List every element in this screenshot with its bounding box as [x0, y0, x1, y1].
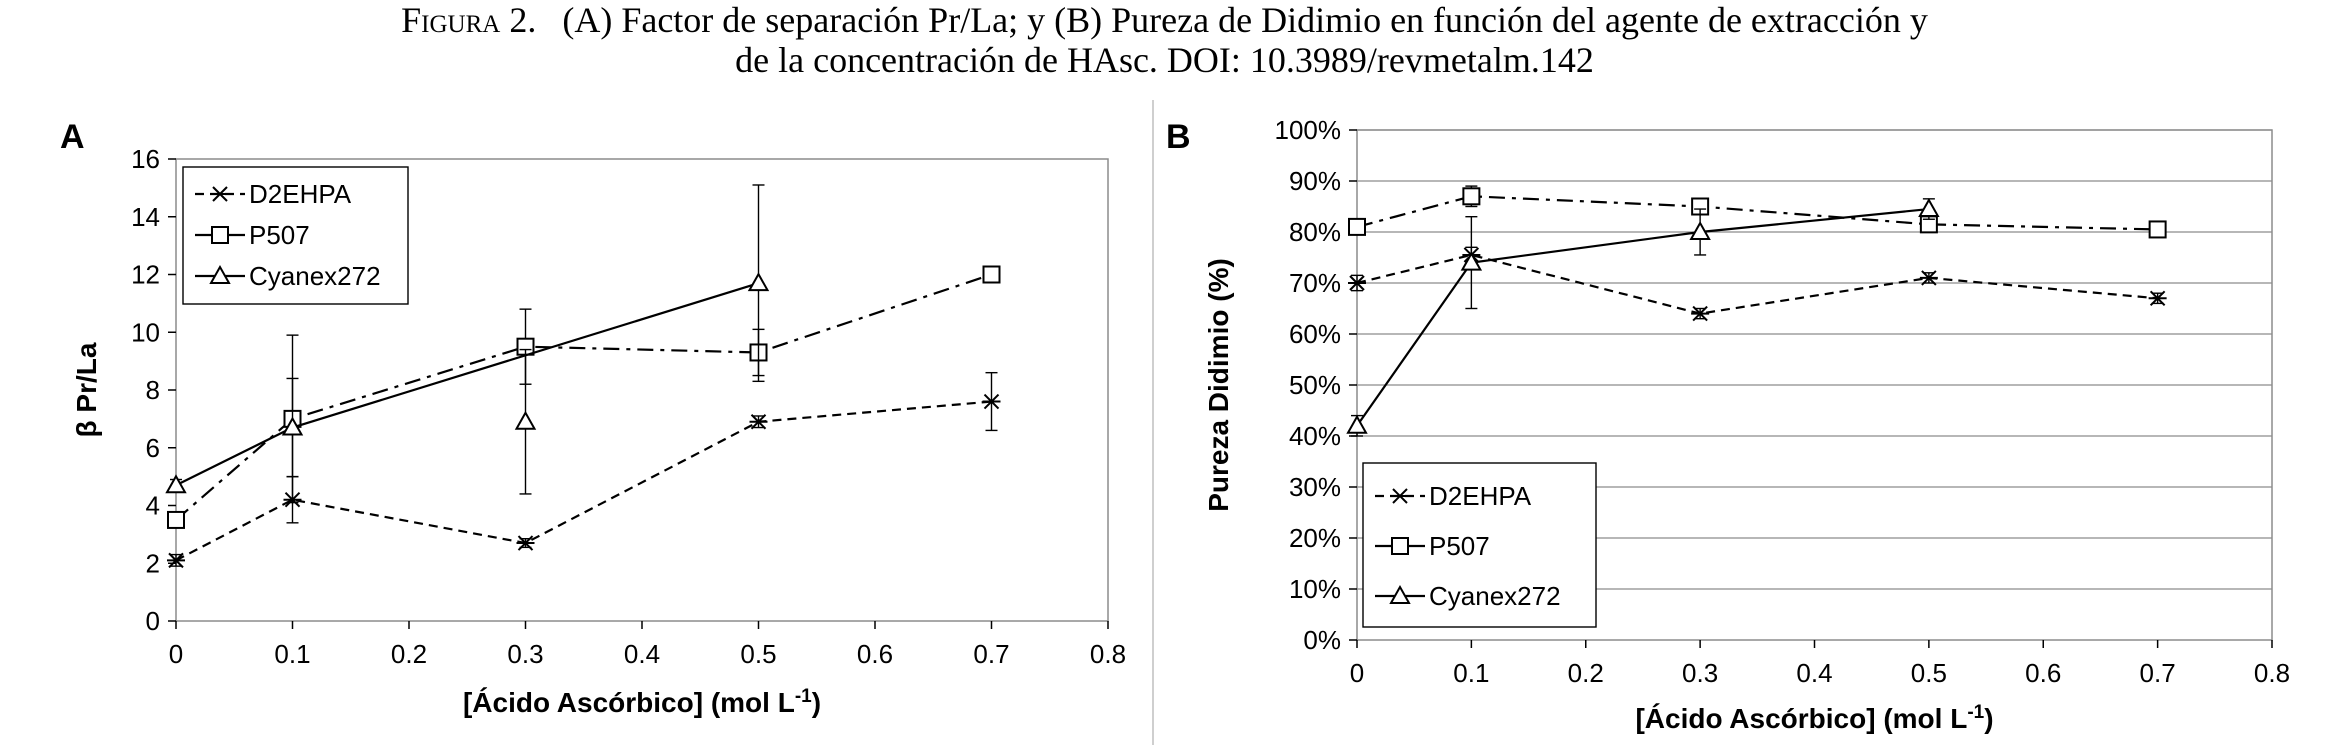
panel-a-y-tick-label: 4 [146, 491, 160, 521]
panel-a-series-cyanex272-point [165, 474, 187, 494]
panel-a-legend-label: Cyanex272 [249, 261, 381, 291]
panel-b-y-tick-label: 90% [1289, 166, 1341, 196]
panel-b-x-axis-title: [Ácido Ascórbico] (mol L-1) [1635, 702, 1993, 734]
panel-b-y-axis-title: Pureza Didimio (%) [1203, 258, 1234, 512]
panel-b-y-tick-label: 100% [1275, 115, 1342, 145]
panel-a-series-p507-line [175, 273, 992, 521]
panel-b-label: B [1166, 118, 1191, 156]
panel-b-legend-label: D2EHPA [1429, 481, 1532, 511]
panel-a: A 0 2 4 6 8 10 12 14 16 0 0.1 0.2 0.3 0.4 0.5 0.6 0.7 0.8 [… [60, 118, 1126, 718]
panel-a-series-cyanex272-point [747, 272, 770, 292]
panel-b-x-tick-label: 0 [1350, 658, 1364, 688]
panel-a-y-axis-title: β Pr/La [71, 342, 102, 437]
panel-b-series-p507-point [1462, 187, 1481, 206]
panel-a-legend-label: P507 [249, 220, 310, 250]
panel-b-series-cyanex272-point [1918, 198, 1940, 218]
panel-b-legend-label: P507 [1429, 531, 1490, 561]
panel-b-series-d2ehpa-point [2148, 290, 2167, 307]
panel-b-legend-marker [1389, 584, 1411, 604]
panel-a-x-tick-label: 0.7 [973, 639, 1009, 669]
panel-a-legend-label: D2EHPA [249, 179, 352, 209]
panel-b-legend-marker [1391, 537, 1409, 555]
panel-b-x-tick-label: 0.7 [2140, 658, 2176, 688]
panel-a-x-tick-label: 0.3 [507, 639, 543, 669]
panel-a-series-d2ehpa-point [167, 552, 185, 569]
panel-b-series-cyanex272-point [1346, 414, 1368, 434]
panel-a-x-tick-label: 0.2 [391, 639, 427, 669]
panel-b-series-cyanex272-point [1689, 220, 1711, 240]
panel-a-series-cyanex272-point [281, 416, 304, 436]
panel-a-x-tick-label: 0 [169, 639, 183, 669]
panel-a-y-tick-label: 8 [146, 375, 160, 405]
panel-a-y-tick-label: 10 [131, 317, 160, 347]
panel-a-x-tick-label: 0.1 [274, 639, 310, 669]
panel-a-series-cyanex272 [165, 184, 770, 495]
panel-a-series-p507-point [982, 265, 1001, 284]
panel-b-series-cyanex272-line [1356, 207, 1929, 427]
panel-a-y-tick-label: 6 [146, 433, 160, 463]
panel-b-y-tick-label: 80% [1289, 217, 1341, 247]
panel-a-legend-marker [211, 226, 229, 244]
panel-a-y-tick-label: 2 [146, 548, 160, 578]
panel-b-x-tick-label: 0.8 [2254, 658, 2290, 688]
panel-a-x-tick-label: 0.8 [1090, 639, 1126, 669]
caption-line-2: de la concentración de HAsc. DOI: 10.398… [735, 40, 1594, 80]
panel-a-y-tick-label: 16 [131, 144, 160, 174]
panel-b-series-d2ehpa-point [1691, 305, 1710, 322]
panel-a-series-cyanex272-point [514, 410, 537, 430]
panel-b-series-cyanex272 [1346, 198, 1940, 437]
caption-figure-label: Figura 2. [401, 0, 537, 40]
panel-a-series-d2ehpa-point [982, 393, 1001, 410]
panel-a-y-tick-label: 12 [131, 260, 160, 290]
panel-a-legend-marker [209, 264, 231, 284]
panel-b-series-cyanex272-point [1460, 251, 1483, 271]
panel-b-x-tick-label: 0.1 [1453, 658, 1489, 688]
panel-a-x-tick-label: 0.5 [740, 639, 776, 669]
panel-a-label: A [60, 118, 85, 156]
panel-b: B 0% 10% 20% 30% 40% 50% 60% 70% 80% 90% 100% 0 0.1 0.… [1166, 115, 2290, 734]
panel-a-x-axis-title: [Ácido Ascórbico] (mol L-1) [463, 686, 821, 718]
panel-b-series-p507-point [1348, 217, 1366, 236]
panel-b-y-tick-label: 10% [1289, 574, 1341, 604]
panel-a-series-d2ehpa-point [749, 414, 768, 430]
caption-text-1: (A) Factor de separación Pr/La; y (B) Pu… [562, 0, 1928, 40]
panel-a-series-p507-point [167, 510, 185, 529]
panel-b-y-tick-label: 40% [1289, 421, 1341, 451]
figure-caption: Figura 2. (A) Factor de separación Pr/La;… [0, 0, 2329, 80]
panel-a-x-tick-label: 0.6 [857, 639, 893, 669]
panel-b-x-tick-label: 0.5 [1911, 658, 1947, 688]
panel-a-x-tick-label: 0.4 [624, 639, 660, 669]
panel-b-y-tick-label: 30% [1289, 472, 1341, 502]
panel-b-x-tick-label: 0.2 [1568, 658, 1604, 688]
panel-a-legend-marker [211, 186, 229, 202]
panel-b-series-d2ehpa-point [1919, 270, 1938, 286]
panel-b-y-tick-label: 70% [1289, 268, 1341, 298]
panel-b-series-d2ehpa-point [1348, 275, 1366, 291]
panel-b-y-tick-label: 50% [1289, 370, 1341, 400]
panel-a-series-cyanex272-line [175, 282, 759, 487]
panel-b-y-tick-label: 60% [1289, 319, 1341, 349]
panel-a-y-tick-label: 14 [131, 202, 160, 232]
panel-a-y-tick-label: 0 [146, 606, 160, 636]
panel-a-series-d2ehpa-point [516, 535, 535, 551]
panel-b-x-tick-label: 0.6 [2025, 658, 2061, 688]
panel-b-x-tick-label: 0.3 [1682, 658, 1718, 688]
panel-b-y-tick-label: 20% [1289, 523, 1341, 553]
caption-line-1: Figura 2. (A) Factor de separación Pr/La;… [0, 0, 2329, 40]
panel-b-series-p507-point [2148, 220, 2167, 239]
panel-b-legend-label: Cyanex272 [1429, 581, 1561, 611]
panel-b-y-tick-label: 0% [1303, 625, 1341, 655]
panel-b-x-tick-label: 0.4 [1796, 658, 1832, 688]
panel-b-legend-marker [1391, 488, 1409, 504]
